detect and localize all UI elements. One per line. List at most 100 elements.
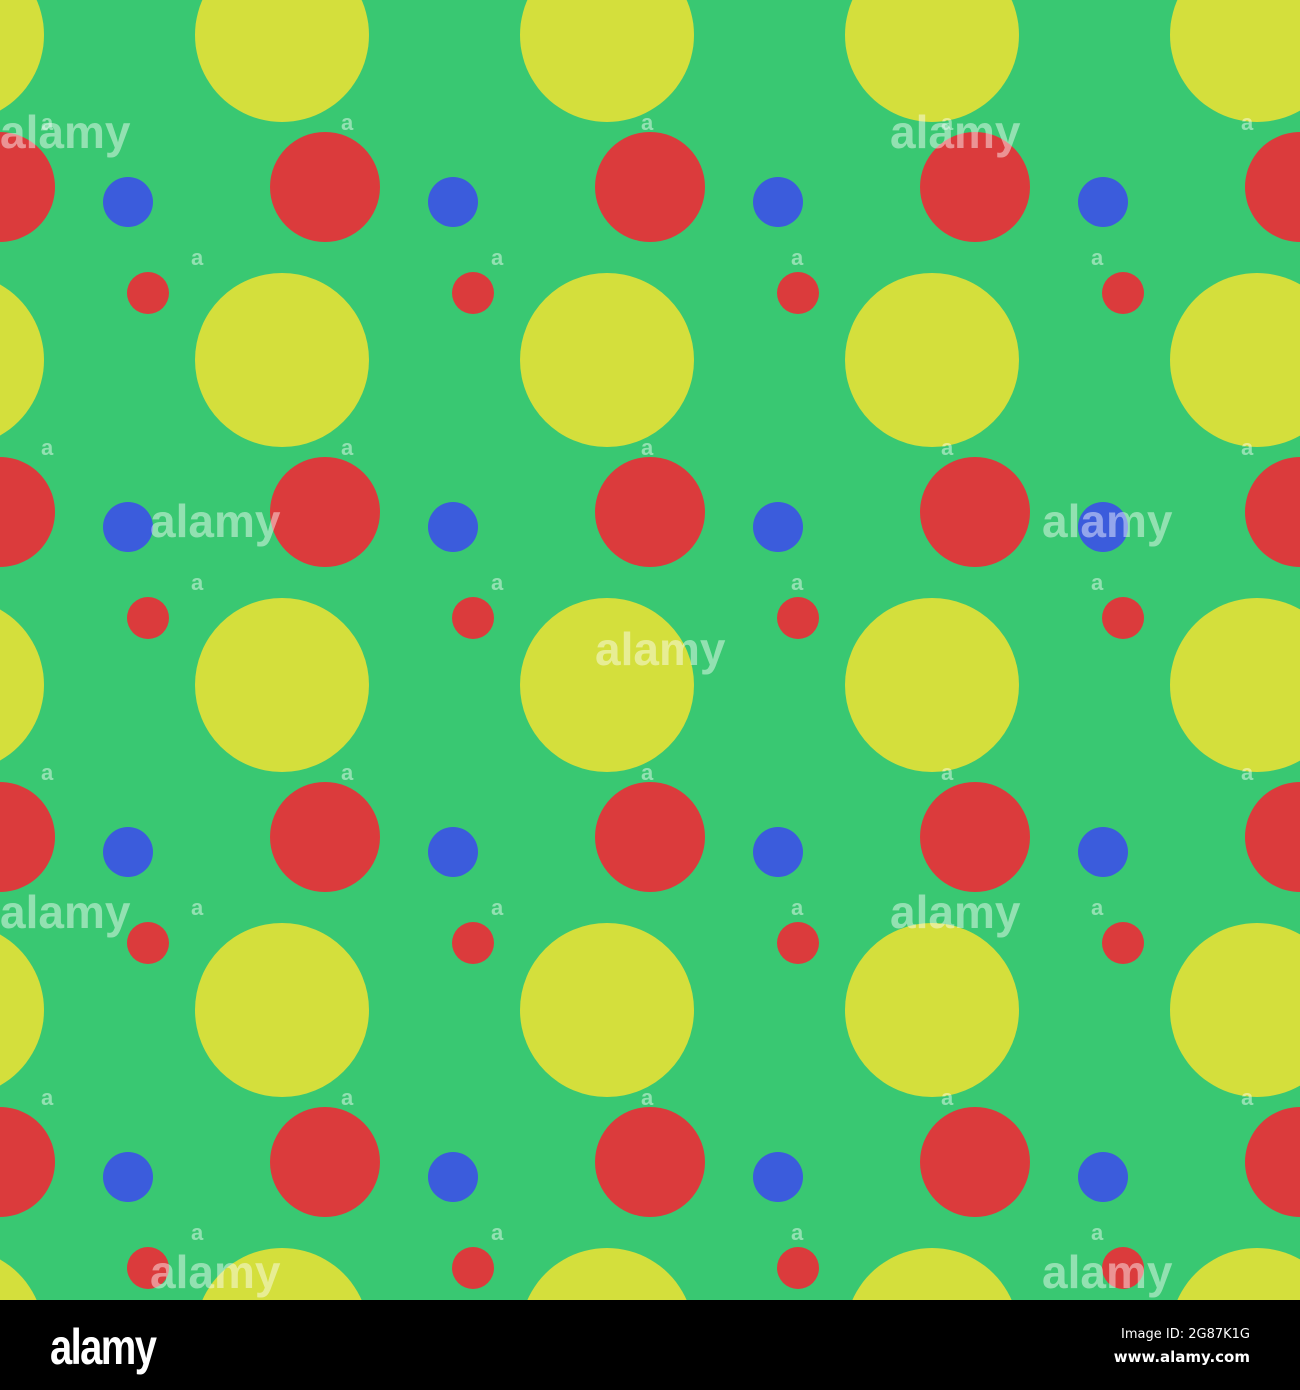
large-red-dot	[920, 782, 1030, 892]
watermark-mark: a	[941, 110, 954, 135]
small-red-dot	[777, 597, 819, 639]
watermark-mark: a	[791, 1220, 804, 1245]
large-red-dot	[1245, 132, 1300, 242]
blue-dot	[103, 1152, 153, 1202]
small-red-dot	[1102, 1247, 1144, 1289]
yellow-dot	[845, 0, 1019, 122]
large-red-dot	[0, 457, 55, 567]
blue-dot	[753, 502, 803, 552]
small-red-dot	[127, 1247, 169, 1289]
large-red-dot	[0, 132, 55, 242]
yellow-dot	[852, 1248, 1012, 1300]
yellow-dot	[202, 1248, 362, 1300]
small-red-dot	[777, 1247, 819, 1289]
yellow-dot	[520, 0, 694, 122]
watermark-mark: a	[791, 570, 804, 595]
yellow-dot	[195, 923, 369, 1097]
large-red-dot	[920, 132, 1030, 242]
small-red-dot	[127, 597, 169, 639]
blue-dot	[103, 827, 153, 877]
watermark-mark: a	[791, 895, 804, 920]
watermark-mark: a	[1091, 1220, 1104, 1245]
yellow-dot	[195, 273, 369, 447]
watermark-mark: a	[641, 110, 654, 135]
blue-dot	[428, 1152, 478, 1202]
website-link: www.alamy.com	[1113, 1348, 1250, 1366]
watermark-mark: a	[341, 110, 354, 135]
large-red-dot	[595, 132, 705, 242]
blue-dot	[103, 177, 153, 227]
yellow-dot	[845, 273, 1019, 447]
alamy-watermark: alamy	[595, 623, 726, 675]
yellow-dot	[0, 284, 44, 436]
yellow-dot	[0, 934, 44, 1086]
small-red-dot	[127, 272, 169, 314]
alamy-watermark: alamy	[1042, 1246, 1173, 1298]
yellow-dot	[527, 1248, 687, 1300]
large-red-dot	[1245, 457, 1300, 567]
watermark-mark: a	[1091, 245, 1104, 270]
large-red-dot	[0, 782, 55, 892]
small-red-dot	[777, 272, 819, 314]
yellow-dot	[845, 598, 1019, 772]
blue-dot	[1078, 1152, 1128, 1202]
yellow-dot	[1170, 923, 1300, 1097]
small-red-dot	[777, 922, 819, 964]
yellow-dot	[520, 598, 694, 772]
blue-dot	[1078, 827, 1128, 877]
watermark-mark: a	[1241, 760, 1254, 785]
watermark-mark: a	[1091, 570, 1104, 595]
watermark-mark: a	[641, 760, 654, 785]
yellow-dot	[845, 923, 1019, 1097]
yellow-dot	[0, 609, 44, 761]
watermark-mark: a	[491, 1220, 504, 1245]
watermark-mark: a	[341, 1085, 354, 1110]
blue-dot	[753, 177, 803, 227]
small-red-dot	[452, 922, 494, 964]
watermark-mark: a	[1241, 110, 1254, 135]
watermark-mark: a	[641, 435, 654, 460]
watermark-mark: a	[491, 895, 504, 920]
yellow-dot	[0, 0, 44, 111]
blue-dot	[753, 827, 803, 877]
small-red-dot	[452, 597, 494, 639]
small-red-dot	[1102, 922, 1144, 964]
watermark-mark: a	[1241, 1085, 1254, 1110]
alamy-watermark: alamy	[890, 886, 1021, 938]
polka-dot-pattern: alamy alamy alamy alamy alamy alamy alamy alamy…	[0, 0, 1300, 1300]
large-red-dot	[920, 1107, 1030, 1217]
footer-bar: alamy Image ID: 2G87K1G www.alamy.com	[0, 1300, 1300, 1390]
small-red-dot	[127, 922, 169, 964]
watermark-mark: a	[941, 435, 954, 460]
watermark-mark: a	[491, 570, 504, 595]
image-id: Image ID: 2G87K1G	[1121, 1327, 1250, 1342]
alamy-logo: alamy	[50, 1319, 157, 1375]
alamy-watermark: alamy	[0, 106, 131, 158]
yellow-dot	[1170, 598, 1300, 772]
yellow-dot	[520, 923, 694, 1097]
large-red-dot	[270, 457, 380, 567]
alamy-watermark: alamy	[1042, 495, 1173, 547]
large-red-dot	[920, 457, 1030, 567]
watermark-mark: a	[191, 570, 204, 595]
yellow-dot	[1170, 0, 1300, 122]
blue-dot	[1078, 502, 1128, 552]
large-red-dot	[595, 457, 705, 567]
large-red-dot	[595, 1107, 705, 1217]
watermark-mark: a	[341, 435, 354, 460]
watermark-mark: a	[941, 1085, 954, 1110]
blue-dot	[428, 827, 478, 877]
watermark-mark: a	[1091, 895, 1104, 920]
yellow-dot	[195, 598, 369, 772]
watermark-mark: a	[341, 760, 354, 785]
watermark-mark: a	[191, 895, 204, 920]
small-red-dot	[1102, 272, 1144, 314]
alamy-watermark: alamy	[150, 495, 281, 547]
alamy-watermark: alamy	[890, 106, 1021, 158]
large-red-dot	[270, 132, 380, 242]
blue-dot	[428, 177, 478, 227]
yellow-dot	[520, 273, 694, 447]
small-red-dot	[452, 1247, 494, 1289]
blue-dot	[103, 502, 153, 552]
